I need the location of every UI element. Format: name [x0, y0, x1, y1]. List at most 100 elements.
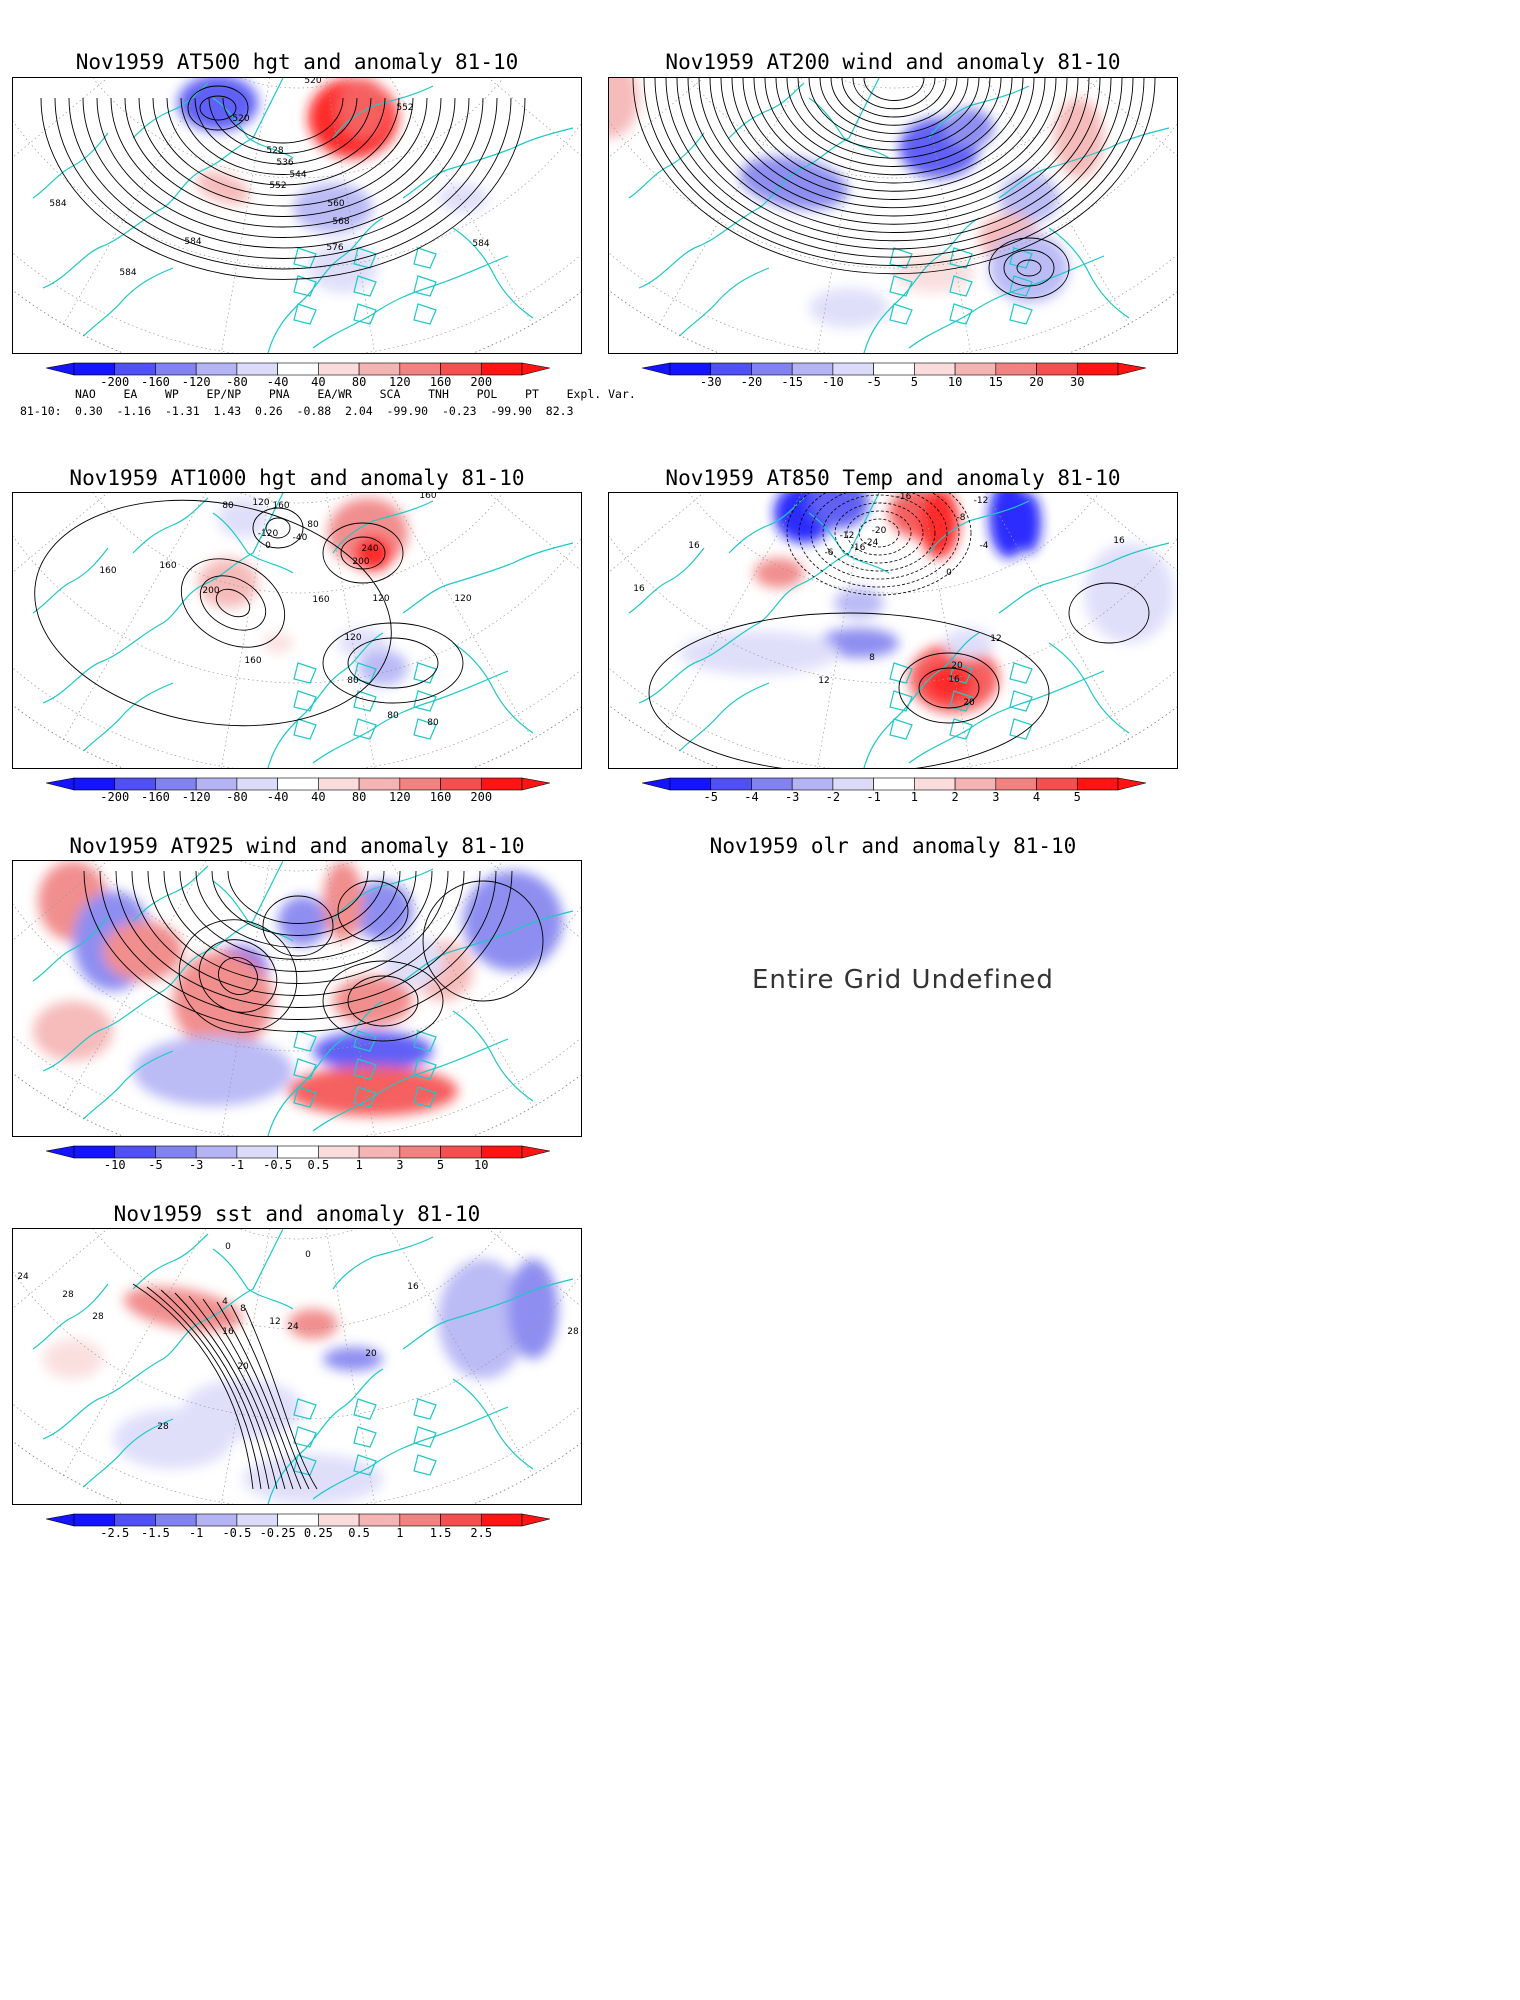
colorbar-500: -200 -160 -120 -80 -40 40 80 120 160 200 [45, 361, 551, 391]
contour-label: 16 [948, 675, 960, 685]
colorbar-segment [318, 777, 360, 791]
colorbar-tick-label: 0.5 [348, 1526, 370, 1540]
tele-row-label: 81-10: [20, 404, 62, 418]
colorbar-segment [236, 362, 278, 376]
colorbar-tick-label: -5 [148, 1158, 163, 1172]
colorbar-segment [114, 1513, 156, 1527]
contour-label: -40 [293, 533, 308, 543]
colorbar-tick-label: 4 [1032, 790, 1041, 804]
contour-label: 20 [951, 661, 963, 671]
colorbar-tick-label: 3 [396, 1158, 404, 1172]
colorbar-segment [114, 777, 156, 791]
contour-label: 0 [265, 541, 271, 551]
colorbar-tick-label: -2 [825, 790, 841, 804]
contour-label: 12 [269, 1317, 280, 1327]
colorbar-tick-label: -1.5 [141, 1526, 170, 1540]
colorbar-segment [399, 777, 441, 791]
contour-label: -4 [980, 541, 989, 551]
undefined-grid-message: Entire Grid Undefined [752, 965, 1054, 995]
colorbar-segment [358, 1145, 401, 1159]
contour-label: 12 [818, 676, 829, 686]
colorbar-tick-label: -2.5 [100, 1526, 130, 1540]
colorbar-200: -30 -20 -15 -10 -5 5 10 15 20 30 [641, 361, 1147, 391]
contour-label: -8 [957, 513, 966, 523]
contour-label: -24 [864, 538, 879, 548]
colorbar-segment [914, 777, 956, 791]
contour-label: 20 [365, 1349, 377, 1359]
colorbar-tick-label: -0.5 [263, 1158, 293, 1172]
contour-label: 12 [990, 634, 1001, 644]
colorbar-segment [1076, 777, 1119, 791]
contour-label: -6 [825, 548, 834, 558]
colorbar-sst: -2.5 -1.5 -1 -0.5 -0.25 0.25 0.5 1 1.5 2.5 [45, 1512, 551, 1542]
colorbar-segment [710, 777, 752, 791]
colorbar-segment [791, 777, 834, 791]
contour-label: 160 [159, 561, 176, 571]
colorbar-segment [358, 777, 401, 791]
colorbar-segment [399, 1145, 441, 1159]
colorbar-tick-label: -30 [699, 375, 722, 389]
colorbar-segment [914, 362, 956, 376]
colorbar-tick-label: -1 [188, 1526, 204, 1540]
colorbar-segment [832, 777, 874, 791]
contour-label: 528 [266, 146, 283, 156]
colorbar-tick-label: 120 [388, 790, 411, 804]
colorbar-segment [954, 777, 997, 791]
contour-label: 160 [272, 501, 289, 511]
contour-label: 200 [202, 586, 219, 596]
contour-label: 28 [567, 1327, 579, 1337]
colorbar-segment [440, 362, 482, 376]
contour-label: 16 [633, 584, 645, 594]
colorbar-tick-label: 5 [910, 375, 918, 389]
colorbar-tick-label: -160 [141, 375, 170, 389]
contour-label: 120 [344, 633, 361, 643]
colorbar-segment [155, 362, 197, 376]
colorbar-segment [318, 1513, 360, 1527]
panel-title-olr: Nov1959 olr and anomaly 81-10 [709, 834, 1077, 858]
colorbar-segment [277, 777, 319, 791]
contour-label: 16 [688, 541, 700, 551]
colorbar-tick-label: -40 [266, 790, 289, 804]
map-panel-500: 520 520 528 536 544 552 552 560 568 576 584 584 584 5… [12, 77, 582, 354]
colorbar-segment [399, 362, 441, 376]
contour-label: -120 [258, 529, 279, 539]
colorbar-segment [358, 1513, 401, 1527]
colorbar-tick-label: -40 [266, 375, 289, 389]
contour-label: 80 [387, 711, 399, 721]
colorbar-segment [832, 362, 874, 376]
panel-title-500: Nov1959 AT500 hgt and anomaly 81-10 [75, 50, 519, 74]
colorbar-segment [195, 1513, 238, 1527]
colorbar-segment [751, 777, 793, 791]
colorbar-tick-label: 10 [474, 1158, 489, 1172]
colorbar-segment [440, 1513, 482, 1527]
colorbar-tick-label: -1 [229, 1158, 245, 1172]
map-panel-925 [12, 860, 582, 1137]
colorbar-segment [710, 362, 752, 376]
panel-title-1000: Nov1959 AT1000 hgt and anomaly 81-10 [69, 466, 525, 490]
colorbar-tick-label: -80 [226, 375, 248, 389]
colorbar-tick-label: 160 [429, 790, 452, 804]
panel-title-200: Nov1959 AT200 wind and anomaly 81-10 [665, 50, 1121, 74]
colorbar-tick-label: -5 [866, 375, 881, 389]
colorbar-segment [440, 1145, 482, 1159]
colorbar-segment [236, 777, 278, 791]
colorbar-segment [73, 362, 116, 376]
colorbar-1000: -200 -160 -120 -80 -40 40 80 120 160 200 [45, 776, 551, 806]
colorbar-tick-label: 1 [910, 790, 918, 804]
colorbar-segment [358, 362, 401, 376]
contour-label: 16 [407, 1282, 419, 1292]
contour-label: 0 [946, 568, 952, 578]
colorbar-tick-label: 5 [1073, 790, 1081, 804]
contour-label: 560 [327, 199, 344, 209]
contour-label: 120 [454, 594, 471, 604]
colorbar-tick-label: -0.25 [259, 1526, 296, 1540]
colorbar-segment [195, 777, 238, 791]
contour-label: 576 [326, 243, 343, 253]
colorbar-tick-label: 15 [988, 375, 1004, 389]
contour-label: 24 [17, 1272, 29, 1282]
tele-values: 0.30 -1.16 -1.31 1.43 0.26 -0.88 2.04 -9… [75, 404, 574, 418]
colorbar-tick-label: -120 [181, 375, 211, 389]
panel-title-925: Nov1959 AT925 wind and anomaly 81-10 [69, 834, 525, 858]
colorbar-tick-label: 20 [1029, 375, 1044, 389]
panel-title-sst: Nov1959 sst and anomaly 81-10 [113, 1202, 481, 1226]
